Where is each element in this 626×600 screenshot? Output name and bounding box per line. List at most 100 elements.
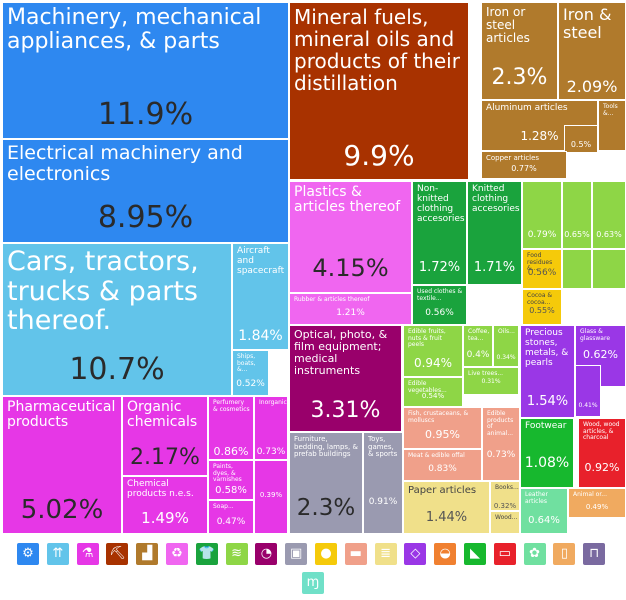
- tile-value: 5.02%: [20, 495, 104, 525]
- tile-pharmaceutical-products[interactable]: Pharmaceutical products 5.02%: [2, 396, 122, 534]
- tile-label: Ships, boats, &...: [237, 353, 256, 374]
- tile-tools[interactable]: Tools &...: [598, 100, 626, 151]
- tile-wood[interactable]: Wood...: [490, 511, 520, 534]
- tile-leather-articles[interactable]: Leather articles 0.64%: [520, 488, 568, 534]
- fruit-icon[interactable]: ●: [315, 543, 337, 565]
- tile-label: Iron or steel articles: [486, 5, 530, 46]
- tile-unlabeled-12[interactable]: 0.39%: [254, 460, 288, 534]
- tile-label: Wood, wood articles, & charcoal: [583, 421, 620, 442]
- tile-organic-chemicals[interactable]: Organic chemicals 2.17%: [122, 396, 208, 476]
- tile-optical-photo-film-equipment-medical-ins[interactable]: Optical, photo, & film equipment; medica…: [289, 325, 402, 432]
- gauge-icon[interactable]: ◔: [255, 543, 278, 565]
- tile-furniture-bedding-lamps-prefab-buildings[interactable]: Furniture, bedding, lamps, & prefab buil…: [289, 432, 363, 534]
- tile-chemical-products-n-e-s[interactable]: Chemical products n.e.s. 1.49%: [122, 476, 208, 534]
- tile-iron-steel[interactable]: Iron & steel 2.09%: [558, 2, 626, 100]
- tile-live-trees[interactable]: Live trees... 0.31%: [463, 367, 519, 395]
- tile-iron-or-steel-articles[interactable]: Iron or steel articles 2.3%: [481, 2, 558, 100]
- treemap-chart: Machinery, mechanical appliances, & part…: [2, 2, 626, 534]
- tile-used-clothes-textile[interactable]: Used clothes & textile... 0.56%: [412, 285, 467, 325]
- tile-cocoa-cocoa[interactable]: Cocoa & cocoa... 0.55%: [522, 289, 562, 325]
- tile-unlabeled-50[interactable]: 0.41%: [575, 365, 601, 417]
- tile-mineral-fuels-mineral-oils-and-products-[interactable]: Mineral fuels, mineral oils and products…: [289, 2, 469, 180]
- tile-value: 10.7%: [69, 352, 165, 387]
- recycle-icon[interactable]: ♻: [166, 543, 188, 565]
- tile-edible-products-of-animal[interactable]: Edible products of animal... 0.73%: [482, 407, 520, 481]
- gear-icon[interactable]: ⚙: [17, 543, 39, 565]
- tile-food-residues[interactable]: Food residues &... 0.56%: [522, 249, 562, 289]
- tile-oils[interactable]: Oils... 0.34%: [493, 325, 519, 367]
- tile-rubber-articles-thereof[interactable]: Rubber & articles thereof 1.21%: [289, 293, 412, 325]
- shirt-icon[interactable]: 👕: [195, 543, 218, 565]
- tile-label: Aluminum articles: [486, 103, 568, 113]
- tile-value: 0.55%: [529, 306, 555, 315]
- tile-aircraft-and-spacecraft[interactable]: Aircraft and spacecraft 1.84%: [232, 243, 289, 350]
- gem-icon[interactable]: ◇: [404, 543, 427, 565]
- tile-edible-fruits-nuts-fruit-peels[interactable]: Edible fruits, nuts & fruit peels 0.94%: [403, 325, 463, 377]
- hide-icon[interactable]: ✿: [523, 543, 546, 565]
- shoe-icon[interactable]: ◣: [464, 543, 486, 565]
- tile-plastics-articles-thereof[interactable]: Plastics & articles thereof 4.15%: [289, 181, 412, 293]
- tile-animal-or[interactable]: Animal or... 0.49%: [568, 488, 626, 518]
- tile-unlabeled-29[interactable]: 0.49%: [562, 249, 592, 289]
- tile-label: Footwear: [525, 421, 567, 431]
- tile-non-knitted-clothing-accesories[interactable]: Non-knitted clothing accesories 1.72%: [412, 181, 467, 285]
- tile-label: Cars, tractors, trucks & parts thereof.: [7, 246, 199, 337]
- category-legend: ⚙ ⇈ ⚗ ⛏ ▟ ♻ 👕 ≋ ◔ ▣ ● ▬ ≣ ◇ ◒ ◣ ▭ ✿ ▯ ⊓ ɱ: [0, 540, 626, 600]
- tile-cars-tractors-trucks-parts-thereof[interactable]: Cars, tractors, trucks & parts thereof. 1…: [2, 243, 232, 396]
- tile-value: 2.17%: [130, 445, 200, 470]
- tile-value: 0.62%: [583, 348, 618, 361]
- tile-unlabeled-27[interactable]: 0.63%: [592, 181, 626, 249]
- tile-coffee-tea[interactable]: Coffee, tea... 0.4%: [463, 325, 493, 367]
- tile-unlabeled-25[interactable]: 0.79%: [522, 181, 562, 249]
- tile-value: 1.49%: [141, 509, 189, 527]
- tile-knitted-clothing-accesories[interactable]: Knitted clothing accesories 1.71%: [467, 181, 522, 285]
- tile-meat-edible-offal[interactable]: Meat & edible offal 0.83%: [403, 449, 482, 481]
- tile-value: 1.84%: [238, 328, 283, 344]
- tile-inorganic[interactable]: Inorganic... 0.73%: [254, 396, 288, 460]
- tile-unlabeled-30[interactable]: 0.47%: [592, 249, 626, 289]
- easel-icon[interactable]: ⊓: [583, 543, 606, 565]
- tile-label: Tools &...: [603, 103, 618, 117]
- tile-soap[interactable]: Soap... 0.47%: [208, 500, 254, 534]
- tile-edible-vegetables[interactable]: Edible vegetables... 0.54%: [403, 377, 463, 407]
- tile-perfumery-cosmetics[interactable]: Perfumery & cosmetics 0.86%: [208, 396, 254, 460]
- tile-unlabeled-26[interactable]: 0.65%: [562, 181, 592, 249]
- tile-unlabeled-18[interactable]: 0.5%: [564, 125, 598, 153]
- bottle-icon[interactable]: ▯: [553, 543, 576, 565]
- tile-label: Used clothes & textile...: [417, 288, 463, 302]
- tile-label: Furniture, bedding, lamps, & prefab buil…: [294, 435, 358, 459]
- tile-machinery-mechanical-appliances-parts[interactable]: Machinery, mechanical appliances, & part…: [2, 2, 289, 139]
- ticket-icon[interactable]: ▭: [493, 543, 516, 565]
- scroll-icon[interactable]: ≣: [374, 543, 397, 565]
- tile-value: 1.21%: [336, 308, 365, 318]
- tile-paints-dyes-varnishes[interactable]: Paints, dyes, & varnishes 0.58%: [208, 460, 254, 500]
- tile-paper-articles[interactable]: Paper articles 1.44%: [403, 481, 490, 534]
- pig-icon[interactable]: ▬: [344, 543, 367, 565]
- tile-precious-stones-metals-pearls[interactable]: Precious stones, metals, & pearls 1.54%: [520, 325, 575, 418]
- lungs-icon[interactable]: ɱ: [302, 572, 324, 594]
- tile-wood-wood-articles-charcoal[interactable]: Wood, wood articles, & charcoal 0.92%: [578, 418, 626, 488]
- tile-value: 0.83%: [428, 464, 457, 474]
- tile-toys-games-sports[interactable]: Toys, games, & sports 0.91%: [363, 432, 403, 534]
- tile-copper-articles[interactable]: Copper articles 0.77%: [481, 151, 567, 179]
- tile-books[interactable]: Books... 0.32%: [490, 481, 520, 511]
- tile-fish-crustaceans-molluscs[interactable]: Fish, crustaceans, & molluscs 0.95%: [403, 407, 482, 449]
- wheat-icon[interactable]: ≋: [225, 543, 248, 565]
- tile-label: Fish, crustaceans, & molluscs: [408, 410, 469, 424]
- tile-value: 11.9%: [97, 97, 194, 132]
- road-icon[interactable]: ⇈: [46, 543, 69, 565]
- tile-value: 0.56%: [425, 308, 454, 318]
- tile-footwear[interactable]: Footwear 1.08%: [520, 418, 574, 488]
- pickaxe-icon[interactable]: ⛏: [106, 543, 129, 565]
- anvil-icon[interactable]: ▟: [136, 543, 159, 565]
- tile-value: 0.65%: [564, 230, 590, 239]
- tile-value: 1.44%: [425, 510, 468, 525]
- tile-label: Edible fruits, nuts & fruit peels: [408, 328, 446, 349]
- tile-ships-boats[interactable]: Ships, boats, &... 0.52%: [232, 350, 269, 396]
- tile-label: Coffee, tea...: [468, 328, 490, 342]
- stone-icon[interactable]: ◒: [434, 543, 457, 565]
- tile-value: 3.31%: [310, 398, 381, 423]
- flask-icon[interactable]: ⚗: [76, 543, 99, 565]
- tile-electrical-machinery-and-electronics[interactable]: Electrical machinery and electronics 8.95…: [2, 139, 289, 243]
- box-icon[interactable]: ▣: [285, 543, 308, 565]
